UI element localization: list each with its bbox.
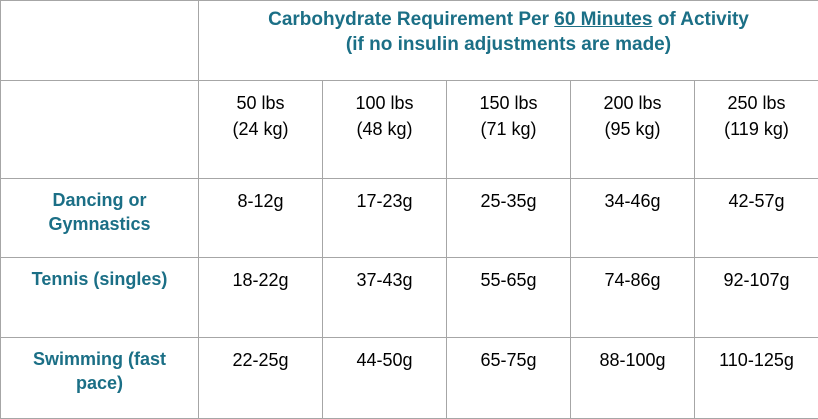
- carb-cell: 88-100g: [571, 338, 695, 419]
- activity-label: Dancing or Gymnastics: [1, 179, 199, 258]
- title-start: Carbohydrate Requirement Per: [268, 9, 549, 30]
- weight-kg: (24 kg): [203, 116, 318, 142]
- subtitle: (if no insulin adjustments are made): [346, 34, 671, 55]
- carb-cell: 8-12g: [199, 179, 323, 258]
- weight-header: 250 lbs(119 kg): [695, 81, 818, 179]
- carb-cell: 74-86g: [571, 258, 695, 338]
- corner-cell: [1, 1, 199, 81]
- carb-cell: 42-57g: [695, 179, 818, 258]
- carb-cell: 25-35g: [447, 179, 571, 258]
- carb-cell: 37-43g: [323, 258, 447, 338]
- weight-kg: (48 kg): [327, 116, 442, 142]
- carb-cell: 65-75g: [447, 338, 571, 419]
- weight-lbs: 50 lbs: [203, 90, 318, 116]
- carb-cell: 55-65g: [447, 258, 571, 338]
- weight-lbs: 150 lbs: [451, 90, 566, 116]
- carb-cell: 18-22g: [199, 258, 323, 338]
- carb-cell: 44-50g: [323, 338, 447, 419]
- weight-header: 200 lbs(95 kg): [571, 81, 695, 179]
- carb-cell: 92-107g: [695, 258, 818, 338]
- weight-kg: (95 kg): [575, 116, 690, 142]
- weight-header: 50 lbs(24 kg): [199, 81, 323, 179]
- title-underlined: 60 Minutes: [554, 9, 652, 30]
- carb-cell: 17-23g: [323, 179, 447, 258]
- carb-cell: 22-25g: [199, 338, 323, 419]
- weight-lbs: 250 lbs: [699, 90, 814, 116]
- weight-kg: (71 kg): [451, 116, 566, 142]
- carb-cell: 110-125g: [695, 338, 818, 419]
- weight-row: 50 lbs(24 kg)100 lbs(48 kg)150 lbs(71 kg…: [1, 81, 818, 179]
- weight-header: 150 lbs(71 kg): [447, 81, 571, 179]
- title-end: of Activity: [658, 9, 749, 30]
- carb-cell: 34-46g: [571, 179, 695, 258]
- corner-cell: [1, 81, 199, 179]
- activity-label: Tennis (singles): [1, 258, 199, 338]
- title-row: Carbohydrate Requirement Per 60 Minutes …: [1, 1, 818, 81]
- weight-lbs: 100 lbs: [327, 90, 442, 116]
- weight-header: 100 lbs(48 kg): [323, 81, 447, 179]
- title-cell: Carbohydrate Requirement Per 60 Minutes …: [199, 1, 818, 81]
- weight-lbs: 200 lbs: [575, 90, 690, 116]
- activity-label: Swimming (fast pace): [1, 338, 199, 419]
- weight-kg: (119 kg): [699, 116, 814, 142]
